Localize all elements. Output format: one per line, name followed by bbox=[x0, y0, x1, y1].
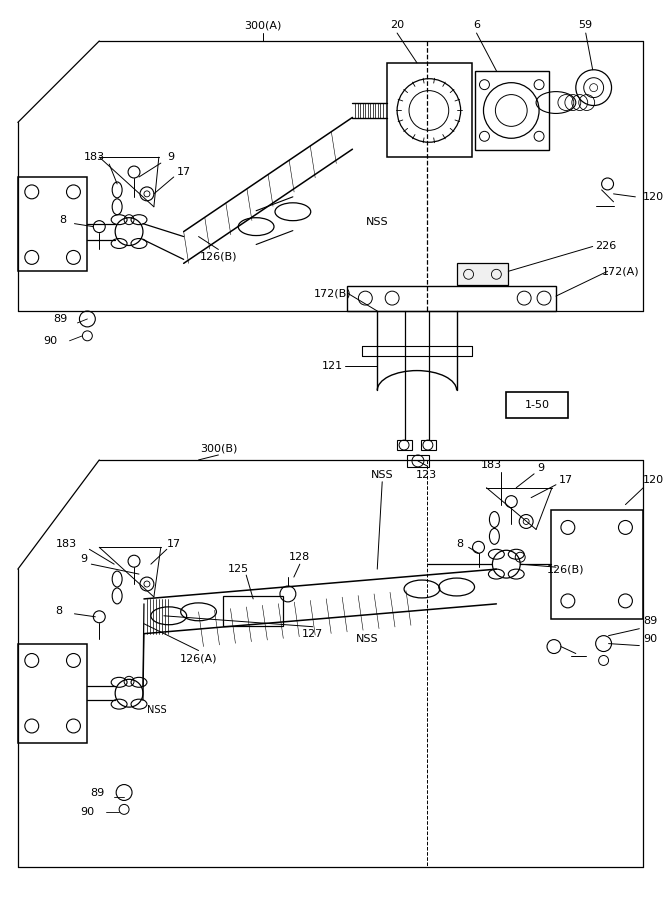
Text: 90: 90 bbox=[43, 336, 57, 346]
Text: NSS: NSS bbox=[366, 217, 389, 227]
Text: 17: 17 bbox=[559, 475, 573, 485]
Bar bbox=[387, 63, 472, 158]
Bar bbox=[506, 392, 568, 418]
Text: 9: 9 bbox=[538, 463, 545, 473]
Text: 89: 89 bbox=[90, 788, 104, 797]
Text: 128: 128 bbox=[289, 553, 310, 562]
Text: 183: 183 bbox=[481, 460, 502, 470]
Text: 9: 9 bbox=[80, 554, 87, 564]
Text: NSS: NSS bbox=[147, 705, 167, 716]
Text: 90: 90 bbox=[80, 807, 94, 817]
Text: 9: 9 bbox=[167, 152, 174, 162]
Text: 8: 8 bbox=[456, 539, 463, 549]
Bar bbox=[223, 596, 283, 626]
Bar bbox=[397, 440, 412, 450]
Bar bbox=[407, 455, 429, 467]
Text: 20: 20 bbox=[390, 20, 404, 30]
Text: 120: 120 bbox=[643, 475, 664, 485]
Text: 126(B): 126(B) bbox=[199, 251, 237, 261]
Text: 17: 17 bbox=[167, 539, 181, 549]
Text: 127: 127 bbox=[302, 629, 323, 639]
Text: 8: 8 bbox=[55, 606, 63, 616]
Text: 1-50: 1-50 bbox=[524, 400, 550, 410]
Text: 300(A): 300(A) bbox=[244, 20, 281, 30]
Text: 226: 226 bbox=[595, 241, 616, 251]
Text: 90: 90 bbox=[643, 634, 658, 643]
Bar bbox=[474, 71, 549, 150]
Text: 172(B): 172(B) bbox=[313, 288, 352, 298]
Text: 126(A): 126(A) bbox=[180, 653, 217, 663]
Text: 183: 183 bbox=[56, 539, 77, 549]
Text: 172(A): 172(A) bbox=[602, 266, 639, 276]
Text: 89: 89 bbox=[53, 314, 67, 324]
Text: 17: 17 bbox=[177, 167, 191, 177]
Text: 126(B): 126(B) bbox=[547, 564, 584, 574]
Text: 123: 123 bbox=[416, 470, 438, 480]
Text: 300(B): 300(B) bbox=[199, 443, 237, 453]
Text: NSS: NSS bbox=[371, 470, 394, 480]
Text: 121: 121 bbox=[322, 361, 343, 371]
Text: 120: 120 bbox=[643, 192, 664, 202]
Text: NSS: NSS bbox=[356, 634, 379, 643]
Text: 183: 183 bbox=[84, 152, 105, 162]
Text: 6: 6 bbox=[473, 20, 480, 30]
Text: 59: 59 bbox=[579, 20, 593, 30]
Bar bbox=[457, 264, 508, 285]
Bar bbox=[421, 440, 436, 450]
Text: 8: 8 bbox=[59, 215, 66, 225]
Text: 125: 125 bbox=[227, 564, 249, 574]
Text: 89: 89 bbox=[643, 616, 658, 625]
